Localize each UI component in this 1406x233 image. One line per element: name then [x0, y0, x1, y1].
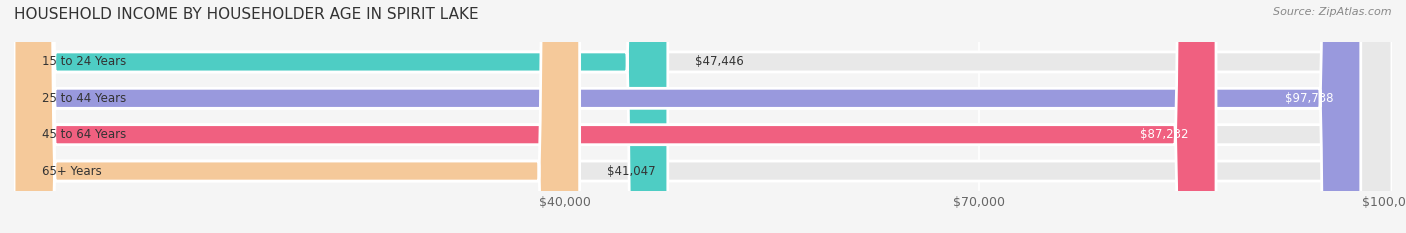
- FancyBboxPatch shape: [14, 0, 1392, 233]
- Text: $41,047: $41,047: [607, 164, 655, 178]
- Text: $47,446: $47,446: [696, 55, 744, 69]
- Text: $87,232: $87,232: [1140, 128, 1188, 141]
- Text: HOUSEHOLD INCOME BY HOUSEHOLDER AGE IN SPIRIT LAKE: HOUSEHOLD INCOME BY HOUSEHOLDER AGE IN S…: [14, 7, 478, 22]
- Text: 15 to 24 Years: 15 to 24 Years: [42, 55, 127, 69]
- FancyBboxPatch shape: [14, 0, 1392, 233]
- FancyBboxPatch shape: [14, 0, 1361, 233]
- Text: $97,738: $97,738: [1285, 92, 1333, 105]
- Text: Source: ZipAtlas.com: Source: ZipAtlas.com: [1274, 7, 1392, 17]
- FancyBboxPatch shape: [14, 0, 668, 233]
- FancyBboxPatch shape: [14, 0, 1392, 233]
- Text: 45 to 64 Years: 45 to 64 Years: [42, 128, 127, 141]
- Text: 25 to 44 Years: 25 to 44 Years: [42, 92, 127, 105]
- FancyBboxPatch shape: [14, 0, 1392, 233]
- FancyBboxPatch shape: [14, 0, 579, 233]
- FancyBboxPatch shape: [14, 0, 1216, 233]
- Text: 65+ Years: 65+ Years: [42, 164, 101, 178]
